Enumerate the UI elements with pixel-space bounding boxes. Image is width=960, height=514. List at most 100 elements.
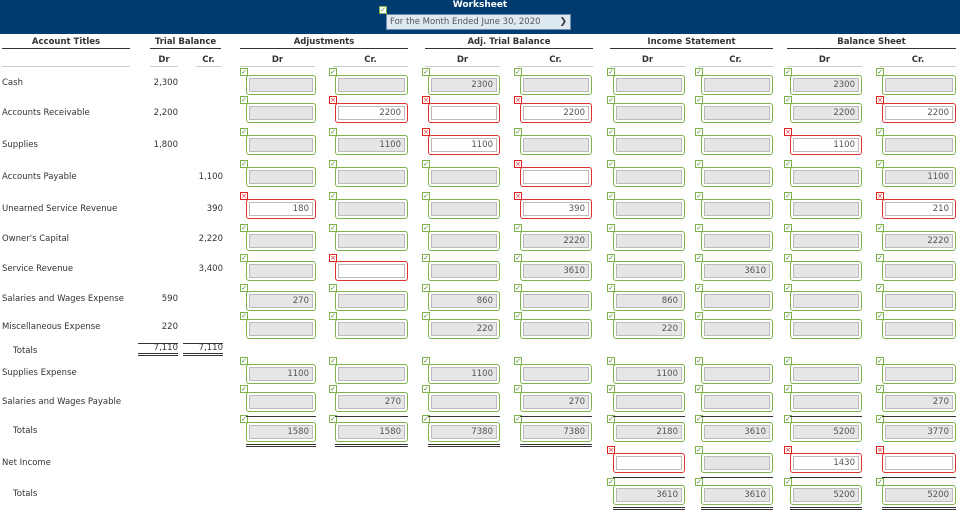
entry-input[interactable] bbox=[338, 170, 405, 184]
entry-cell[interactable]: 3770 bbox=[882, 422, 956, 442]
entry-cell[interactable] bbox=[701, 319, 773, 339]
entry-input[interactable] bbox=[249, 234, 313, 248]
entry-input[interactable]: 1100 bbox=[338, 138, 405, 152]
entry-cell[interactable] bbox=[246, 231, 316, 251]
entry-cell[interactable]: 2200 bbox=[520, 103, 592, 123]
entry-input[interactable] bbox=[793, 202, 859, 216]
entry-input[interactable]: 5200 bbox=[793, 488, 859, 502]
entry-input[interactable]: 270 bbox=[885, 395, 953, 409]
entry-input[interactable]: 3610 bbox=[616, 488, 682, 502]
entry-cell[interactable] bbox=[246, 103, 316, 123]
entry-input[interactable]: 220 bbox=[616, 322, 682, 336]
entry-cell[interactable] bbox=[790, 167, 862, 187]
entry-input[interactable] bbox=[885, 456, 953, 470]
entry-cell[interactable] bbox=[613, 103, 685, 123]
entry-input[interactable] bbox=[431, 264, 497, 278]
entry-cell[interactable]: 1580 bbox=[335, 422, 408, 442]
entry-input[interactable] bbox=[431, 106, 497, 120]
entry-input[interactable]: 3610 bbox=[704, 488, 770, 502]
entry-input[interactable] bbox=[616, 106, 682, 120]
entry-input[interactable]: 7380 bbox=[431, 425, 497, 439]
entry-input[interactable] bbox=[616, 234, 682, 248]
entry-cell[interactable]: 2200 bbox=[882, 103, 956, 123]
entry-input[interactable]: 390 bbox=[523, 202, 589, 216]
entry-cell[interactable] bbox=[790, 392, 862, 412]
entry-cell[interactable]: 270 bbox=[246, 291, 316, 311]
entry-input[interactable]: 2200 bbox=[885, 106, 953, 120]
entry-cell[interactable]: 5200 bbox=[882, 485, 956, 505]
entry-cell[interactable] bbox=[882, 261, 956, 281]
entry-input[interactable] bbox=[704, 106, 770, 120]
entry-input[interactable] bbox=[338, 234, 405, 248]
entry-input[interactable] bbox=[885, 367, 953, 381]
entry-input[interactable] bbox=[249, 322, 313, 336]
entry-cell[interactable] bbox=[613, 453, 685, 473]
entry-input[interactable] bbox=[523, 294, 589, 308]
entry-cell[interactable] bbox=[701, 364, 773, 384]
entry-input[interactable] bbox=[704, 395, 770, 409]
entry-input[interactable] bbox=[616, 264, 682, 278]
entry-input[interactable]: 220 bbox=[431, 322, 497, 336]
entry-cell[interactable] bbox=[790, 319, 862, 339]
entry-input[interactable] bbox=[704, 170, 770, 184]
entry-input[interactable] bbox=[523, 322, 589, 336]
entry-input[interactable] bbox=[431, 395, 497, 409]
entry-cell[interactable]: 2300 bbox=[790, 75, 862, 95]
entry-input[interactable]: 2300 bbox=[793, 78, 859, 92]
entry-input[interactable]: 180 bbox=[249, 202, 313, 216]
entry-cell[interactable]: 220 bbox=[428, 319, 500, 339]
entry-input[interactable] bbox=[704, 202, 770, 216]
entry-input[interactable] bbox=[338, 78, 405, 92]
entry-input[interactable] bbox=[885, 264, 953, 278]
entry-cell[interactable] bbox=[335, 199, 408, 219]
entry-input[interactable] bbox=[793, 294, 859, 308]
entry-cell[interactable] bbox=[246, 392, 316, 412]
entry-cell[interactable]: 1100 bbox=[246, 364, 316, 384]
entry-cell[interactable]: 390 bbox=[520, 199, 592, 219]
entry-cell[interactable] bbox=[335, 261, 408, 281]
entry-input[interactable] bbox=[616, 395, 682, 409]
entry-input[interactable] bbox=[704, 294, 770, 308]
entry-cell[interactable]: 180 bbox=[246, 199, 316, 219]
entry-cell[interactable] bbox=[882, 75, 956, 95]
entry-cell[interactable] bbox=[335, 167, 408, 187]
entry-cell[interactable] bbox=[335, 75, 408, 95]
entry-input[interactable] bbox=[523, 78, 589, 92]
entry-input[interactable] bbox=[431, 202, 497, 216]
entry-cell[interactable]: 2200 bbox=[790, 103, 862, 123]
entry-cell[interactable] bbox=[613, 231, 685, 251]
entry-input[interactable] bbox=[704, 138, 770, 152]
entry-input[interactable]: 1580 bbox=[249, 425, 313, 439]
entry-cell[interactable] bbox=[701, 103, 773, 123]
entry-cell[interactable] bbox=[613, 135, 685, 155]
entry-input[interactable] bbox=[249, 138, 313, 152]
entry-input[interactable] bbox=[338, 264, 405, 278]
entry-cell[interactable] bbox=[790, 261, 862, 281]
entry-cell[interactable]: 1100 bbox=[428, 135, 500, 155]
entry-cell[interactable] bbox=[701, 75, 773, 95]
entry-cell[interactable] bbox=[428, 231, 500, 251]
entry-input[interactable] bbox=[616, 170, 682, 184]
entry-cell[interactable] bbox=[790, 231, 862, 251]
entry-cell[interactable]: 270 bbox=[335, 392, 408, 412]
entry-cell[interactable] bbox=[701, 135, 773, 155]
entry-cell[interactable] bbox=[520, 75, 592, 95]
entry-input[interactable]: 270 bbox=[249, 294, 313, 308]
entry-input[interactable] bbox=[704, 367, 770, 381]
entry-input[interactable] bbox=[885, 294, 953, 308]
entry-input[interactable]: 3610 bbox=[704, 425, 770, 439]
entry-input[interactable]: 3610 bbox=[704, 264, 770, 278]
entry-cell[interactable]: 1430 bbox=[790, 453, 862, 473]
entry-input[interactable] bbox=[885, 138, 953, 152]
entry-cell[interactable]: 210 bbox=[882, 199, 956, 219]
entry-cell[interactable]: 7380 bbox=[428, 422, 500, 442]
entry-cell[interactable] bbox=[428, 199, 500, 219]
entry-cell[interactable] bbox=[246, 135, 316, 155]
entry-cell[interactable]: 1100 bbox=[613, 364, 685, 384]
entry-cell[interactable]: 1100 bbox=[790, 135, 862, 155]
entry-cell[interactable]: 2220 bbox=[520, 231, 592, 251]
entry-input[interactable]: 1430 bbox=[793, 456, 859, 470]
entry-cell[interactable] bbox=[790, 199, 862, 219]
entry-input[interactable] bbox=[249, 78, 313, 92]
entry-cell[interactable]: 1580 bbox=[246, 422, 316, 442]
